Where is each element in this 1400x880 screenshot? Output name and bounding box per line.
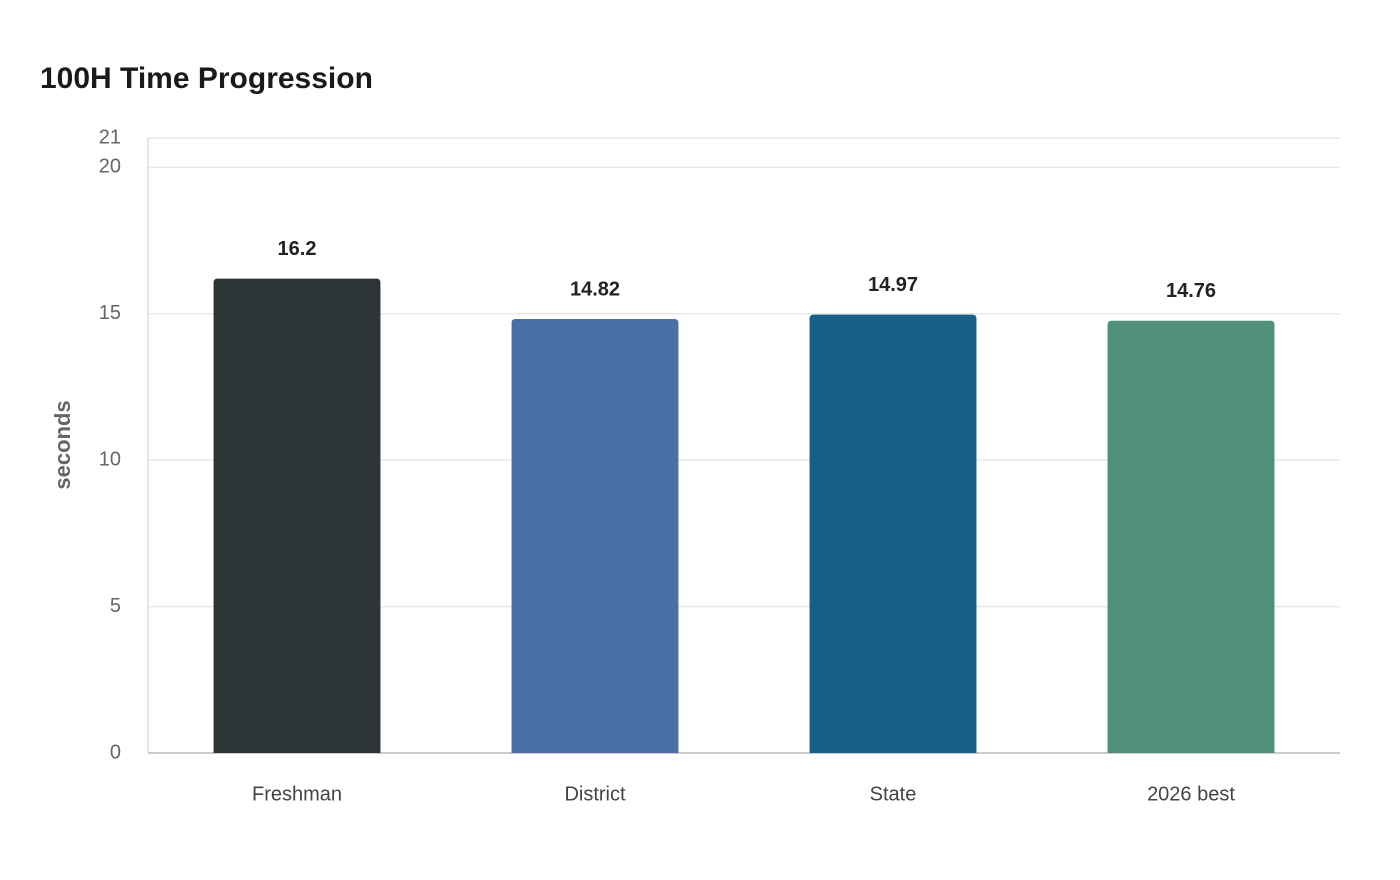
y-tick-label: 5 (110, 595, 121, 617)
y-tick-label: 20 (99, 156, 121, 178)
y-tick-label: 21 (99, 126, 121, 148)
x-tick-label: State (870, 783, 917, 805)
x-tick-label: District (564, 783, 626, 805)
bar (1107, 320, 1275, 753)
bar (213, 278, 381, 753)
value-label: 14.76 (1166, 280, 1216, 302)
y-tick-label: 15 (99, 302, 121, 324)
bar (511, 318, 679, 753)
y-tick-label: 10 (99, 448, 121, 470)
x-tick-label: Freshman (252, 783, 342, 805)
value-label: 16.2 (278, 238, 317, 260)
chart-title: 100H Time Progression (40, 62, 373, 95)
value-label: 14.82 (570, 278, 620, 300)
y-tick-label: 0 (110, 741, 121, 763)
bar (809, 314, 977, 753)
value-label: 14.97 (868, 274, 918, 296)
x-tick-label: 2026 best (1147, 783, 1235, 805)
y-axis-label: seconds (50, 400, 75, 489)
